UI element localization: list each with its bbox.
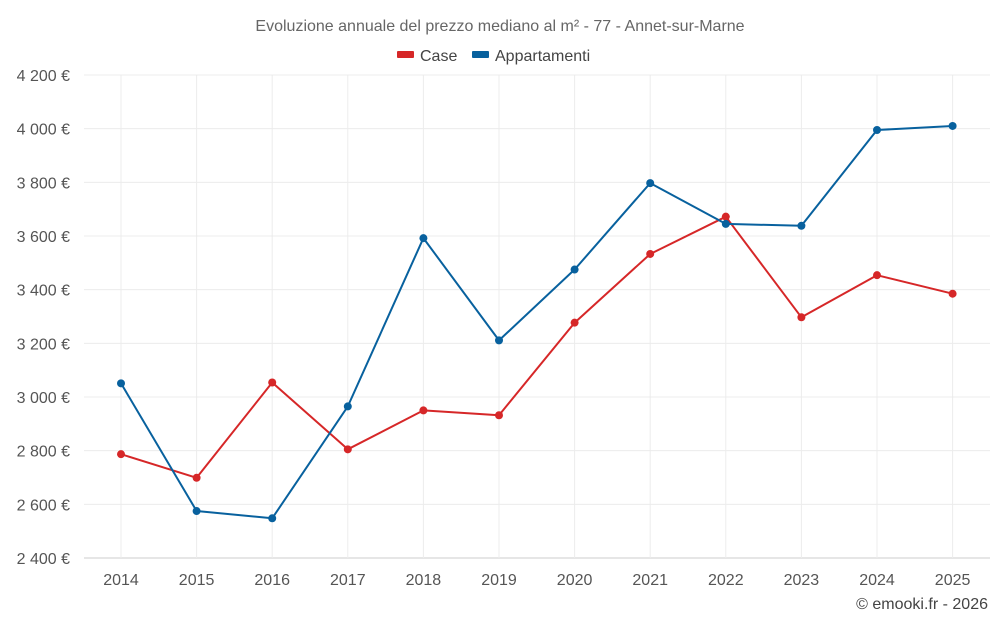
y-tick-label: 2 400 € <box>17 551 70 568</box>
y-tick-label: 3 000 € <box>17 390 70 407</box>
data-point-case[interactable] <box>570 318 579 327</box>
x-tick-label: 2019 <box>481 572 517 589</box>
chart-title: Evoluzione annuale del prezzo mediano al… <box>255 18 744 35</box>
data-point-case[interactable] <box>495 411 503 420</box>
data-point-appartamenti[interactable] <box>117 379 125 388</box>
legend-label-case[interactable]: Case <box>420 48 457 65</box>
data-point-appartamenti[interactable] <box>495 336 503 345</box>
y-tick-label: 2 600 € <box>17 497 70 514</box>
legend-label-appartamenti[interactable]: Appartamenti <box>495 48 590 65</box>
data-point-case[interactable] <box>721 212 730 221</box>
x-axis-tick-labels: 2014 2015 2016 2017 2018 2019 2020 2021 2022 2023… <box>103 572 970 589</box>
y-tick-label: 3 400 € <box>17 283 70 300</box>
series-layer <box>117 121 957 523</box>
data-point-appartamenti[interactable] <box>797 221 806 230</box>
series-line-case <box>120 215 953 479</box>
data-point-case[interactable] <box>117 450 125 459</box>
grid-lines <box>84 74 990 559</box>
y-tick-label: 4 000 € <box>17 122 70 139</box>
x-tick-label: 2014 <box>103 572 139 589</box>
data-point-appartamenti[interactable] <box>646 179 655 188</box>
x-tick-label: 2018 <box>406 572 442 589</box>
data-point-appartamenti[interactable] <box>873 126 881 135</box>
data-point-case[interactable] <box>873 271 881 280</box>
series-line-appartamenti <box>120 125 953 520</box>
x-tick-label: 2024 <box>859 572 895 589</box>
x-tick-label: 2016 <box>254 572 290 589</box>
y-tick-label: 4 200 € <box>17 68 70 85</box>
data-point-appartamenti[interactable] <box>192 507 201 516</box>
y-tick-label: 2 800 € <box>17 444 70 461</box>
data-point-appartamenti[interactable] <box>419 234 428 243</box>
data-point-case[interactable] <box>192 473 201 482</box>
legend: Case Appartamenti <box>397 48 590 65</box>
x-tick-label: 2020 <box>557 572 593 589</box>
legend-swatch-appartamenti <box>472 51 489 58</box>
data-point-appartamenti[interactable] <box>721 219 730 228</box>
data-point-appartamenti[interactable] <box>570 265 579 274</box>
data-point-case[interactable] <box>797 313 806 322</box>
credit-text: © emooki.fr - 2026 <box>856 596 988 613</box>
y-axis-tick-labels: 2 400 € 2 600 € 2 800 € 3 000 € 3 200 € 3 400… <box>17 68 70 568</box>
data-point-case[interactable] <box>646 249 655 258</box>
x-tick-label: 2025 <box>935 572 971 589</box>
data-point-case[interactable] <box>268 378 277 387</box>
x-tick-label: 2015 <box>179 572 215 589</box>
y-tick-label: 3 800 € <box>17 175 70 192</box>
data-point-appartamenti[interactable] <box>343 402 352 411</box>
data-point-appartamenti[interactable] <box>268 514 277 523</box>
y-tick-label: 3 200 € <box>17 336 70 353</box>
data-point-case[interactable] <box>343 445 352 454</box>
data-point-appartamenti[interactable] <box>948 121 957 130</box>
y-tick-label: 3 600 € <box>17 229 70 246</box>
data-point-case[interactable] <box>419 406 428 415</box>
data-point-case[interactable] <box>948 289 957 298</box>
x-tick-label: 2022 <box>708 572 744 589</box>
x-tick-label: 2021 <box>632 572 668 589</box>
x-tick-label: 2017 <box>330 572 366 589</box>
legend-swatch-case <box>397 51 414 58</box>
x-tick-label: 2023 <box>784 572 820 589</box>
